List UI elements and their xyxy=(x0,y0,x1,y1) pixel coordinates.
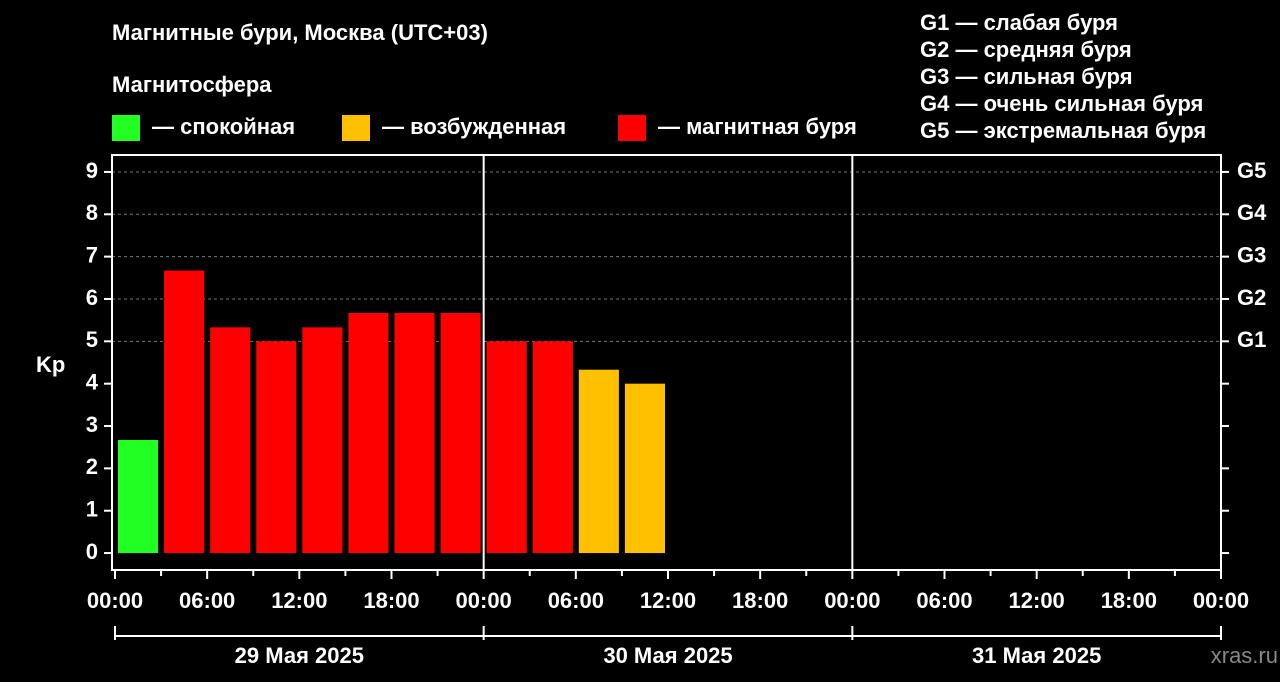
y2-tick-label: G2 xyxy=(1237,285,1266,310)
plot-frame xyxy=(111,154,1222,571)
legend-label: — магнитная буря xyxy=(658,114,857,139)
bar xyxy=(164,270,205,554)
chart-title: Магнитные бури, Москва (UTC+03) xyxy=(112,20,488,45)
legend-label: — возбужденная xyxy=(382,114,566,139)
y-tick-label: 0 xyxy=(86,539,98,564)
legend-swatch xyxy=(342,115,370,141)
scale-legend-item: G4 — очень сильная буря xyxy=(920,91,1203,116)
bar xyxy=(210,327,251,554)
x-tick-label: 06:00 xyxy=(179,588,235,613)
x-tick-label: 18:00 xyxy=(1101,588,1157,613)
day-label: 31 Мая 2025 xyxy=(972,643,1101,668)
y-tick-label: 2 xyxy=(86,454,98,479)
x-tick-label: 00:00 xyxy=(824,588,880,613)
y-tick-label: 4 xyxy=(86,369,99,394)
scale-legend-item: G2 — средняя буря xyxy=(920,37,1132,62)
bar xyxy=(302,327,343,554)
x-tick-label: 12:00 xyxy=(1009,588,1065,613)
bar xyxy=(578,369,619,554)
day-label: 29 Мая 2025 xyxy=(235,643,364,668)
x-tick-label: 12:00 xyxy=(271,588,327,613)
x-tick-label: 06:00 xyxy=(916,588,972,613)
x-tick-label: 18:00 xyxy=(363,588,419,613)
x-tick-label: 06:00 xyxy=(548,588,604,613)
y-tick-label: 1 xyxy=(86,497,98,522)
y-tick-label: 5 xyxy=(86,327,98,352)
scale-legend-item: G5 — экстремальная буря xyxy=(920,118,1206,143)
y-tick-label: 7 xyxy=(86,242,98,267)
bar xyxy=(532,341,573,554)
legend-title: Магнитосфера xyxy=(112,72,272,97)
x-tick-label: 12:00 xyxy=(640,588,696,613)
bar xyxy=(348,312,389,554)
x-tick-label: 00:00 xyxy=(456,588,512,613)
bar xyxy=(440,312,481,554)
y2-tick-label: G4 xyxy=(1237,200,1267,225)
scale-legend-item: G3 — сильная буря xyxy=(920,64,1133,89)
x-tick-label: 00:00 xyxy=(87,588,143,613)
legend-label: — спокойная xyxy=(152,114,295,139)
y2-tick-label: G3 xyxy=(1237,242,1266,267)
y-tick-label: 8 xyxy=(86,200,98,225)
scale-legend-item: G1 — слабая буря xyxy=(920,10,1118,35)
legend-swatch xyxy=(112,115,140,141)
y2-tick-label: G5 xyxy=(1237,158,1266,183)
y-tick-label: 6 xyxy=(86,285,98,310)
x-tick-label: 18:00 xyxy=(732,588,788,613)
bar xyxy=(486,341,527,554)
day-label: 30 Мая 2025 xyxy=(603,643,732,668)
y-tick-label: 9 xyxy=(86,158,98,183)
bar xyxy=(256,341,297,554)
legend-swatch xyxy=(618,115,646,141)
watermark: xras.ru xyxy=(1211,643,1278,668)
y-tick-label: 3 xyxy=(86,412,98,437)
bar xyxy=(118,439,159,554)
bar xyxy=(394,312,435,554)
bar xyxy=(624,383,665,554)
y2-tick-label: G1 xyxy=(1237,327,1266,352)
x-tick-label: 00:00 xyxy=(1193,588,1249,613)
y-axis-label: Kp xyxy=(36,352,65,377)
